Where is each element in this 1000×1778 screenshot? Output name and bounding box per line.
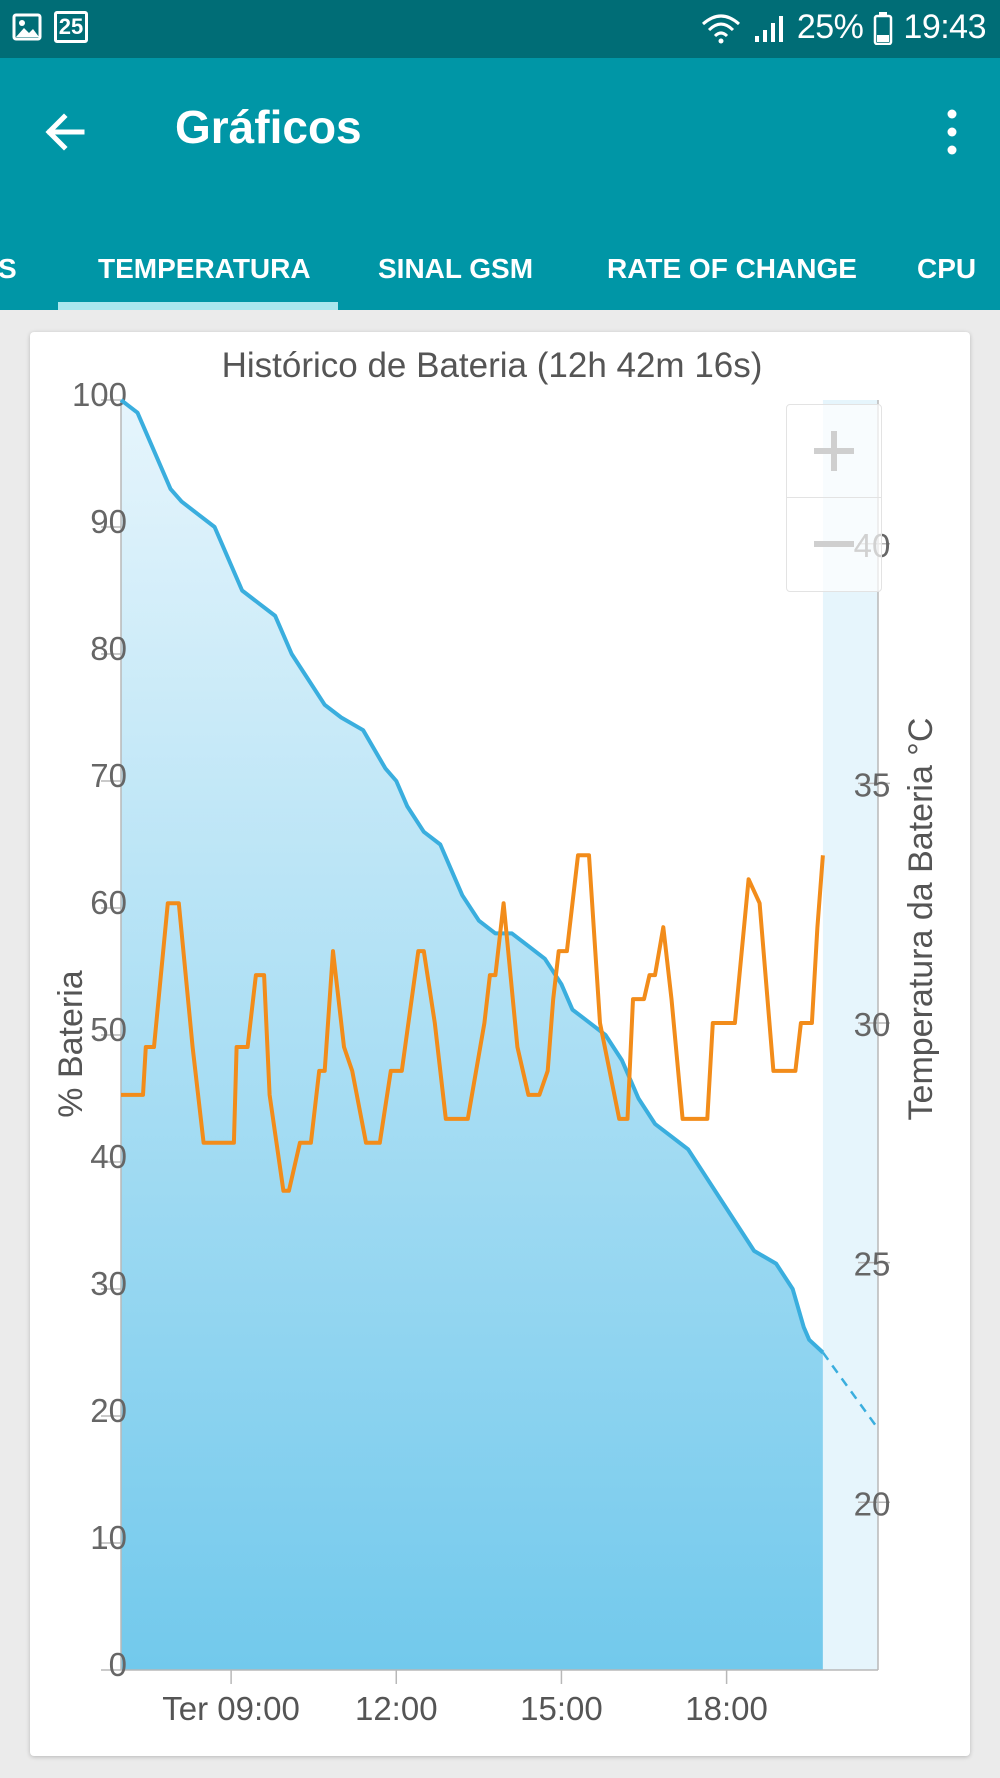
plus-icon[interactable]: [787, 405, 881, 497]
gallery-icon: [12, 13, 42, 41]
chart-card: Histórico de Bateria (12h 42m 16s) % Bat…: [30, 332, 970, 1756]
status-bar: 25 25% 19:43: [0, 0, 1000, 58]
y2-tick-label: 25: [854, 1246, 891, 1283]
x-tick-label: Ter 09:00: [162, 1690, 300, 1727]
zoom-divider: [787, 497, 881, 498]
temperature-line: [121, 853, 825, 1193]
clock: 19:43: [903, 8, 986, 46]
app-bar: Gráficos S TEMPERATURA SINAL GSM RATE OF…: [0, 58, 1000, 310]
battery-line: [119, 398, 825, 1354]
x-tick-label: 15:00: [520, 1690, 603, 1727]
plot-area: 10090807060504030201004035302520Ter 09:0…: [72, 376, 890, 1727]
y2-tick-label: 35: [854, 766, 891, 803]
tab-sinal-gsm[interactable]: SINAL GSM: [378, 253, 534, 284]
y2-tick-label: 20: [854, 1485, 891, 1522]
y-tick-label: 90: [90, 503, 127, 540]
battery-area: [121, 400, 823, 1670]
y-tick-label: 70: [90, 757, 127, 794]
y2-tick-label: 30: [854, 1006, 891, 1043]
y2-axis-label: Temperatura da Bateria °C: [902, 718, 940, 1121]
tab-temperatura[interactable]: TEMPERATURA: [98, 253, 311, 284]
y-axis-label: % Bateria: [52, 970, 90, 1117]
y-tick-label: 30: [90, 1265, 127, 1302]
y-tick-label: 10: [90, 1519, 127, 1556]
calendar-date: 25: [58, 14, 84, 39]
battery-history-chart[interactable]: Histórico de Bateria (12h 42m 16s) % Bat…: [30, 332, 970, 1756]
y-tick-label: 50: [90, 1011, 127, 1048]
status-left: 25: [12, 11, 88, 43]
y-tick-label: 60: [90, 884, 127, 921]
x-tick-label: 12:00: [355, 1690, 438, 1727]
battery-percent: 25%: [796, 8, 864, 46]
battery-icon: [874, 11, 893, 45]
tab-indicator: [58, 302, 338, 310]
x-tick-label: 18:00: [685, 1690, 768, 1727]
tab-rate-of-change[interactable]: RATE OF CHANGE: [607, 253, 857, 284]
tab-bar: S TEMPERATURA SINAL GSM RATE OF CHANGE C…: [0, 228, 1000, 310]
tab-previous[interactable]: S: [0, 253, 17, 284]
wifi-icon: [701, 14, 740, 43]
zoom-controls: [786, 404, 882, 592]
y-tick-label: 100: [72, 376, 127, 413]
y-tick-label: 80: [90, 630, 127, 667]
signal-icon: [754, 15, 783, 42]
minus-icon[interactable]: [787, 498, 881, 590]
tab-cpu[interactable]: CPU: [917, 253, 977, 284]
calendar-icon: 25: [54, 11, 88, 43]
status-right: 25% 19:43: [699, 8, 986, 47]
more-vert-icon[interactable]: [934, 102, 970, 162]
page-title: Gráficos: [175, 101, 362, 153]
chart-title: Histórico de Bateria (12h 42m 16s): [222, 346, 763, 385]
arrow-back-icon[interactable]: [38, 102, 98, 162]
projection-region: [822, 400, 878, 1670]
y-tick-label: 0: [109, 1646, 127, 1683]
y-tick-label: 20: [90, 1392, 127, 1429]
y-tick-label: 40: [90, 1138, 127, 1175]
